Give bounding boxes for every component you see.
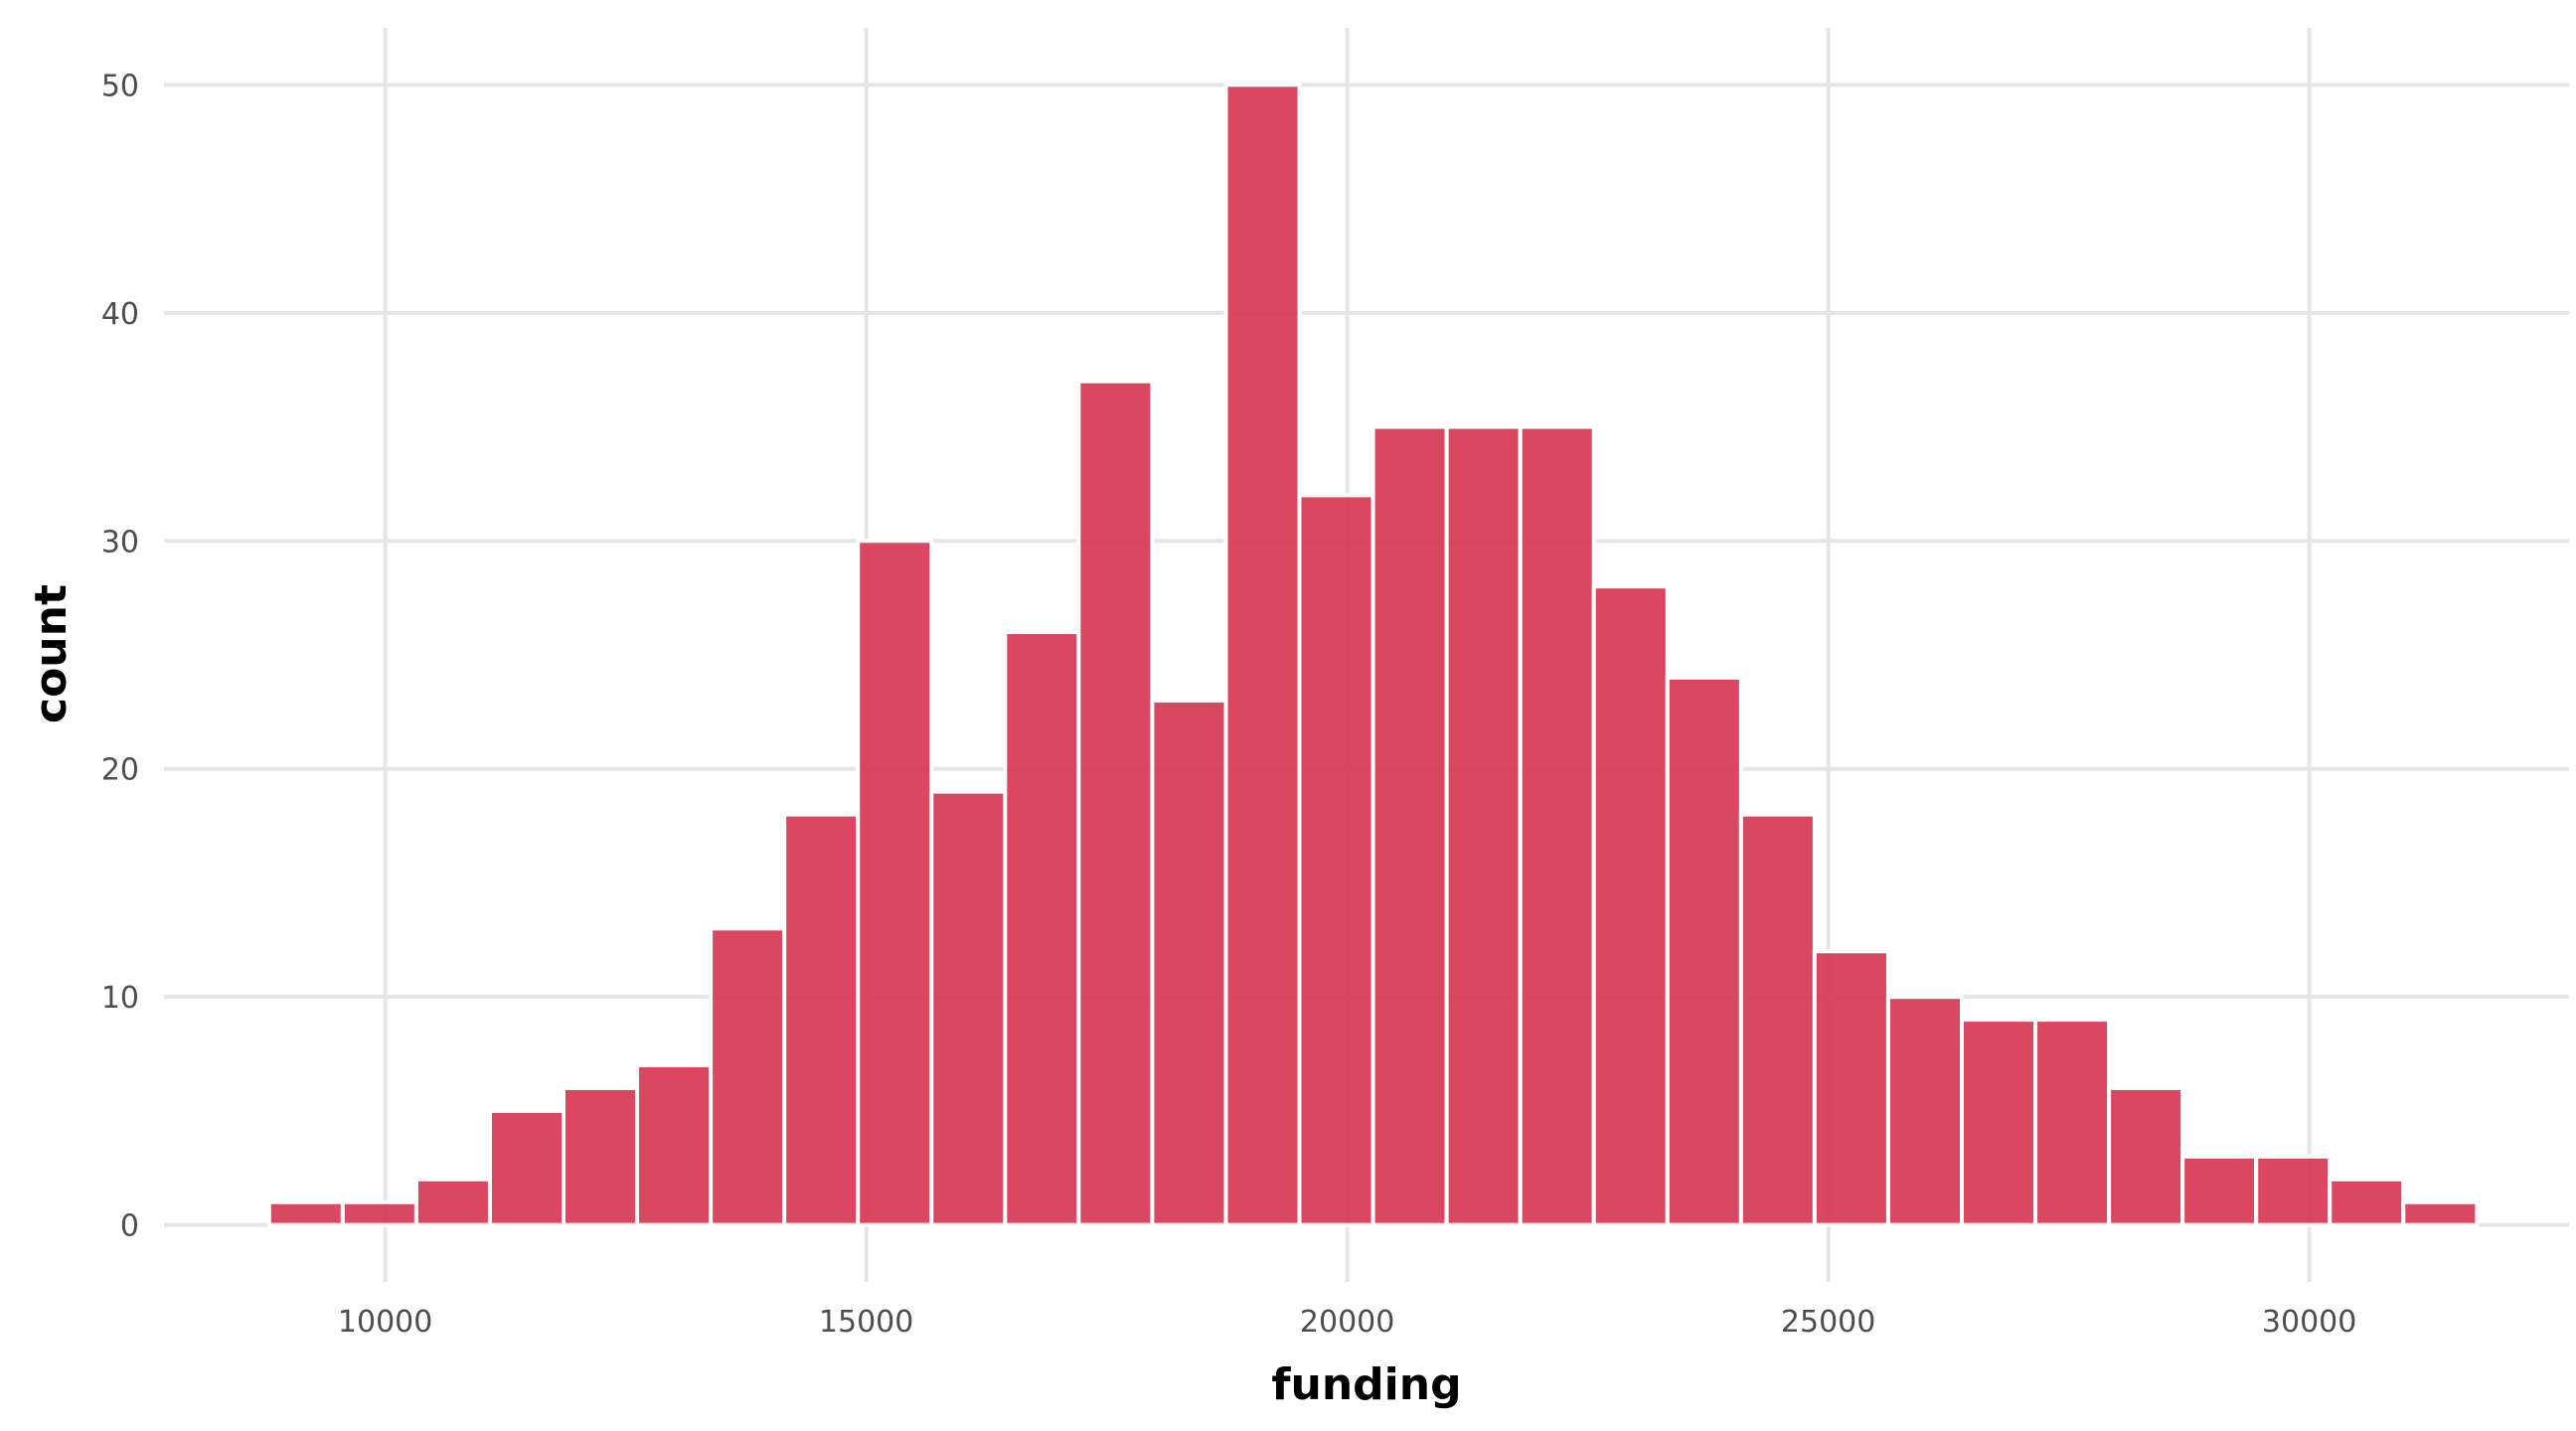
histogram-bar xyxy=(413,1177,492,1227)
histogram-bar xyxy=(266,1199,345,1227)
histogram-bar xyxy=(2033,1018,2112,1227)
y-axis-title: count xyxy=(26,584,77,723)
x-tick-label: 25000 xyxy=(1781,1305,1875,1340)
histogram-bar xyxy=(635,1063,714,1227)
histogram-bar xyxy=(2401,1199,2480,1227)
histogram-bar xyxy=(1665,675,1743,1227)
histogram-bar xyxy=(929,789,1008,1227)
x-tick-label: 30000 xyxy=(2262,1305,2356,1340)
x-axis-title: funding xyxy=(1271,1359,1461,1410)
histogram-bar xyxy=(2254,1154,2333,1227)
histogram-bar xyxy=(2328,1177,2406,1227)
x-tick-label: 15000 xyxy=(819,1305,913,1340)
histogram-bar xyxy=(709,926,787,1227)
histogram-bar xyxy=(1959,1018,2038,1227)
histogram-bar xyxy=(1518,424,1596,1227)
histogram-bar xyxy=(1297,493,1375,1227)
x-tick-label: 20000 xyxy=(1300,1305,1394,1340)
histogram-bar xyxy=(782,812,861,1227)
histogram-bar xyxy=(1370,424,1449,1227)
y-tick-label: 0 xyxy=(120,1209,139,1244)
histogram-bar xyxy=(1003,630,1081,1227)
histogram-bar xyxy=(2180,1154,2259,1227)
x-tick-label: 10000 xyxy=(338,1305,432,1340)
histogram-bar xyxy=(1076,379,1155,1227)
y-tick-label: 20 xyxy=(101,753,139,788)
histogram-bar xyxy=(1223,82,1302,1227)
histogram-bar xyxy=(1150,698,1228,1227)
histogram-bar xyxy=(1812,949,1890,1227)
histogram-bar xyxy=(487,1108,566,1227)
bars-layer xyxy=(266,82,2480,1227)
histogram-bar xyxy=(2107,1085,2185,1227)
ticks-layer: 0 10 20 30 40 50 10000 15000 20000 25000 30000 xyxy=(101,69,2357,1340)
histogram-bar xyxy=(856,539,934,1227)
histogram-bar xyxy=(1444,424,1523,1227)
y-tick-label: 30 xyxy=(101,525,139,559)
histogram-bar xyxy=(340,1199,418,1227)
histogram-bar xyxy=(1591,584,1670,1227)
histogram-bar xyxy=(1738,812,1817,1227)
histogram-bar xyxy=(562,1085,640,1227)
y-tick-label: 40 xyxy=(101,297,139,332)
histogram-bar xyxy=(1885,995,1964,1227)
y-tick-label: 10 xyxy=(101,981,139,1016)
y-tick-label: 50 xyxy=(101,69,139,103)
